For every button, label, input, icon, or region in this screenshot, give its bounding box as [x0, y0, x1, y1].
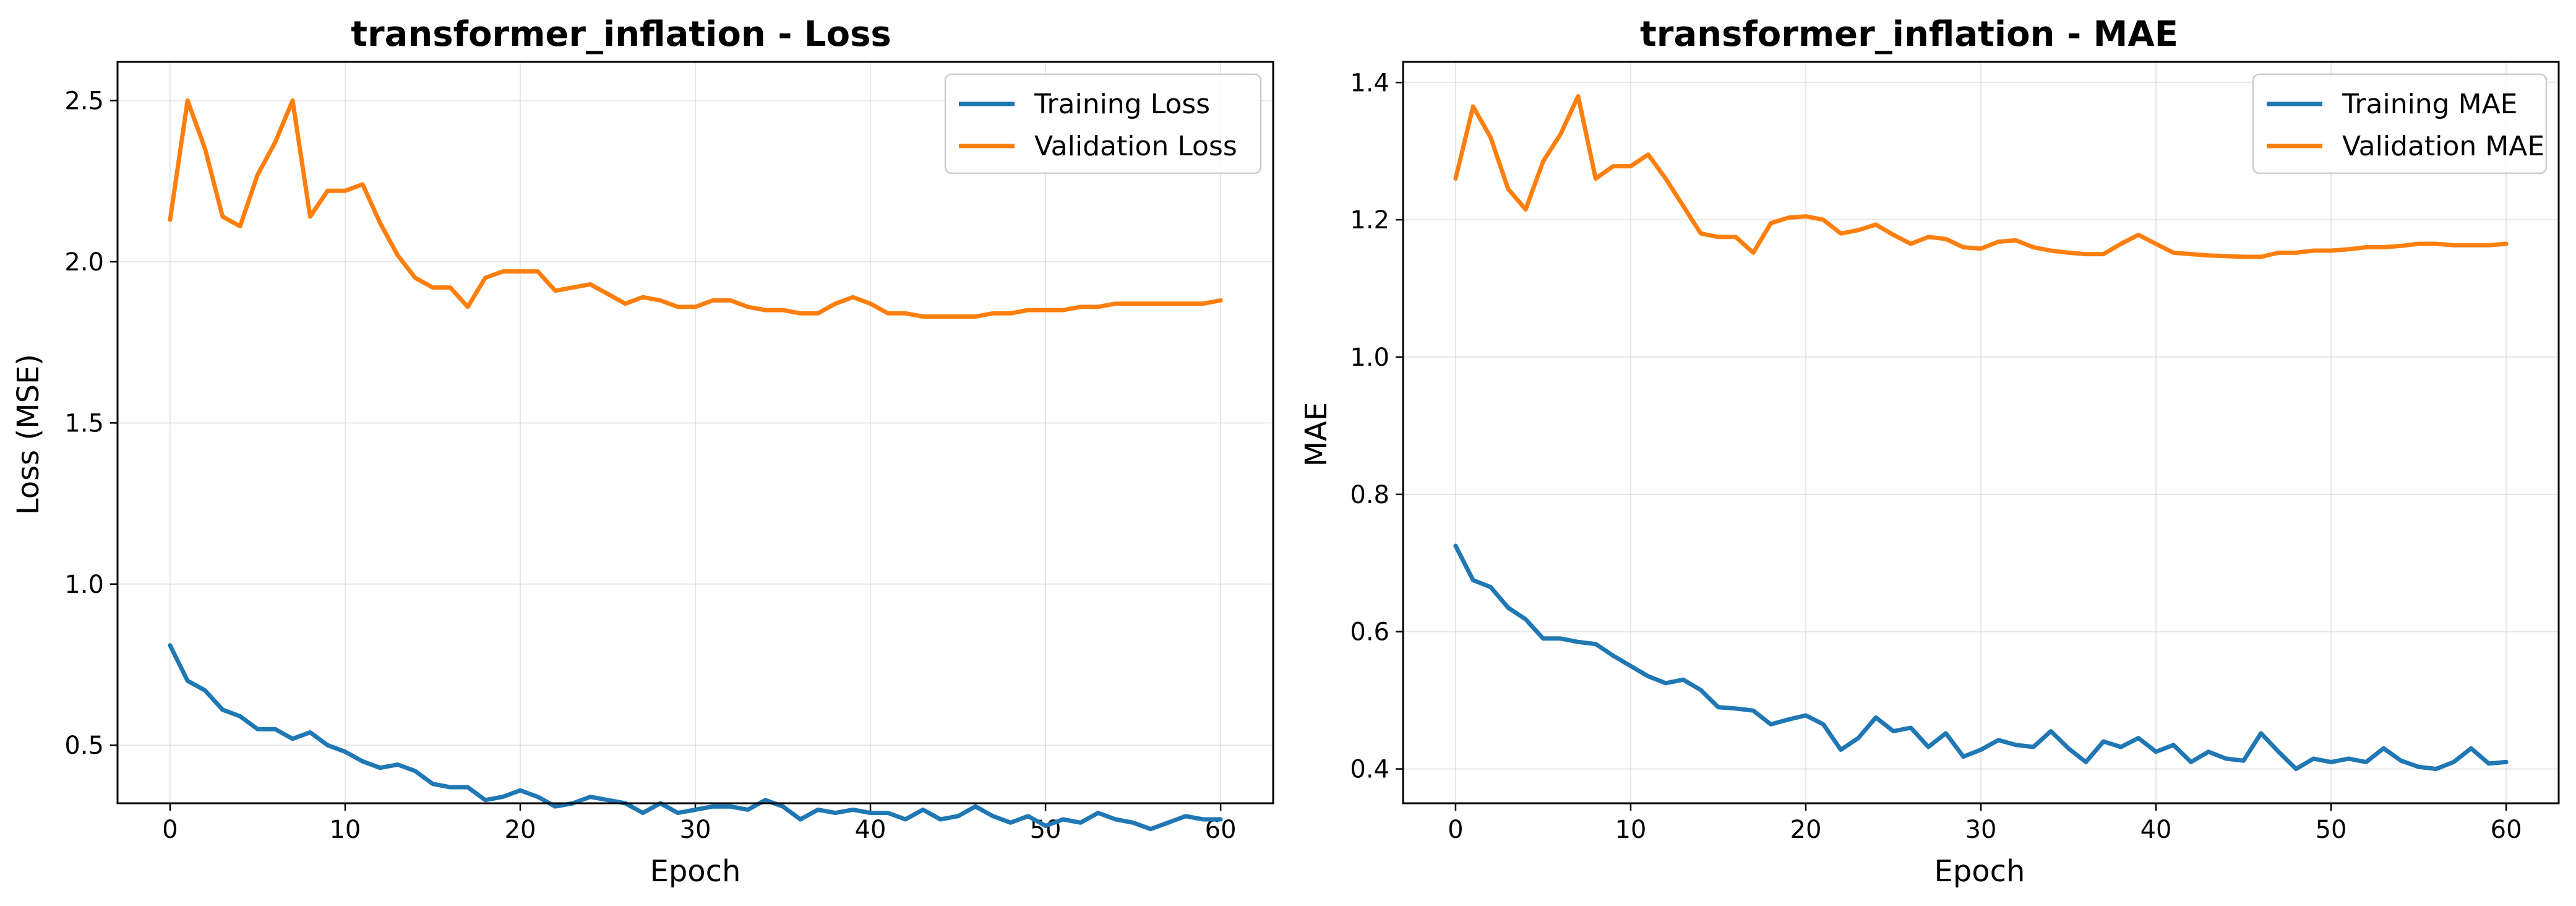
- loss-chart-y-tick-label: 1.5: [64, 409, 104, 438]
- loss-chart-legend-box: [944, 73, 1262, 175]
- loss-chart-y-tick-label: 0.5: [64, 731, 104, 760]
- mae-chart-legend-box: [2252, 73, 2548, 175]
- mae-chart-y-tick-label: 1.2: [1350, 206, 1389, 235]
- loss-chart-legend-label: Training Loss: [1034, 88, 1210, 120]
- loss-chart-y-tick-label: 1.0: [64, 571, 104, 599]
- loss-chart-panel: transformer_inflation - Loss Epoch Loss …: [11, 14, 1274, 889]
- mae-chart-x-tick-label: 60: [2491, 816, 2522, 844]
- loss-chart-series-line-training: [168, 643, 1223, 832]
- mae-chart-series: [1453, 94, 2509, 771]
- mae-chart-legend: Training MAE Validation MAE: [2252, 73, 2548, 175]
- mae-chart-y-tick-label: 1.4: [1350, 69, 1389, 97]
- mae-chart-grid: [1403, 62, 2559, 803]
- mae-chart-x-tick-label: 10: [1615, 816, 1646, 844]
- loss-chart-ticks: 0 10 20 30 40 50 600.51.01.52.02.5: [64, 87, 1236, 844]
- mae-chart-y-tick-label: 1.0: [1350, 343, 1389, 372]
- loss-chart-x-tick-label: 30: [680, 816, 711, 844]
- mae-chart-y-tick-label: 0.4: [1350, 756, 1389, 784]
- loss-chart-x-tick-label: 0: [162, 816, 178, 844]
- mae-chart-x-tick-label: 20: [1790, 816, 1822, 844]
- mae-chart-plot-frame: [1402, 61, 2560, 805]
- mae-chart-series-line-training: [1453, 543, 2509, 771]
- loss-chart-title: transformer_inflation - Loss: [351, 14, 891, 54]
- mae-chart-ticks: 0 10 20 30 40 50 60 0.4 0.6 0.8 1.0 1.2 1.4: [1350, 69, 2522, 844]
- loss-chart-x-tick-label: 40: [855, 816, 887, 844]
- loss-chart-grid: [118, 62, 1273, 803]
- mae-chart-x-tick-label: 0: [1448, 816, 1463, 844]
- mae-chart-x-tick-label: 30: [1965, 816, 1997, 844]
- mae-chart-x-tick-label: 50: [2316, 816, 2347, 844]
- mae-chart-y-axis-label: MAE: [1299, 402, 1334, 467]
- mae-chart-title: transformer_inflation - MAE: [1640, 14, 2178, 54]
- mae-chart-y-tick-label: 0.6: [1350, 618, 1389, 647]
- loss-chart-legend: Training Loss Validation Loss: [944, 73, 1262, 175]
- loss-chart-series: [168, 98, 1223, 832]
- loss-chart-x-tick-label: 10: [329, 816, 361, 844]
- mae-chart-panel: transformer_inflation - MAE Epoch MAE 0 1…: [1299, 14, 2560, 889]
- loss-chart-y-tick-label: 2.5: [64, 87, 104, 116]
- loss-chart-y-axis-label: Loss (MSE): [11, 354, 46, 515]
- loss-chart-plot-frame: [116, 61, 1274, 805]
- loss-chart-series-line-validation: [168, 98, 1223, 319]
- mae-chart-legend-label: Training MAE: [2342, 88, 2517, 120]
- mae-chart-y-tick-label: 0.8: [1350, 481, 1389, 509]
- mae-chart-legend-label: Validation MAE: [2342, 131, 2544, 162]
- mae-chart-x-axis-label: Epoch: [1934, 854, 2025, 889]
- loss-chart-legend-label: Validation Loss: [1034, 131, 1237, 162]
- mae-chart-x-tick-label: 40: [2140, 816, 2172, 844]
- loss-chart-x-tick-label: 20: [505, 816, 536, 844]
- mae-chart-series-line-validation: [1453, 94, 2509, 259]
- loss-chart-y-tick-label: 2.0: [64, 248, 104, 277]
- loss-chart-x-axis-label: Epoch: [650, 854, 741, 889]
